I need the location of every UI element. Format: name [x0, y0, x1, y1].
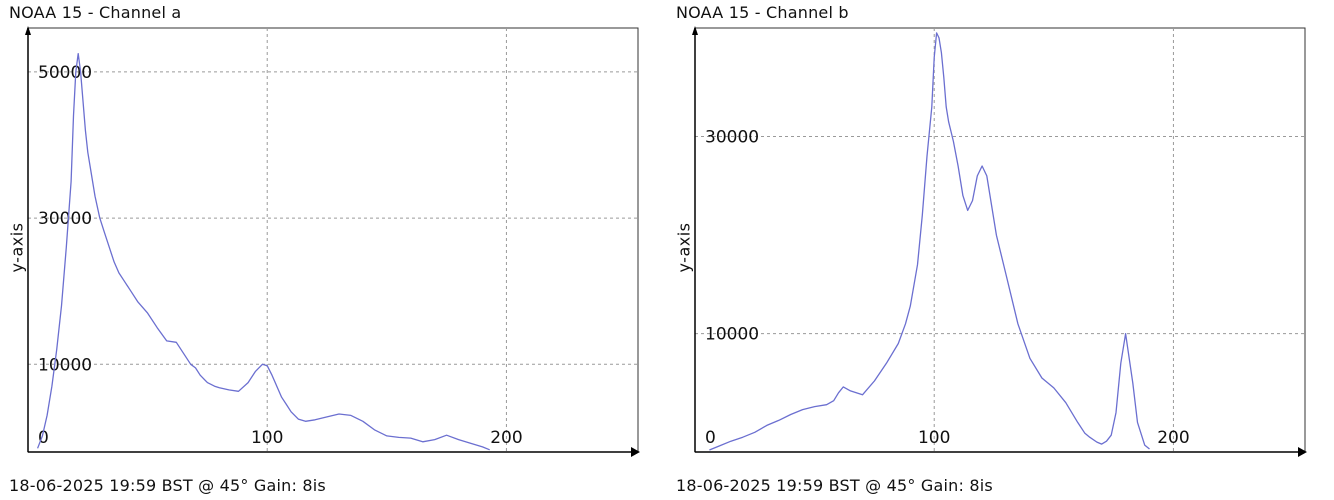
plot-area: 0 100 200 30000 10000 — [692, 26, 1307, 457]
y-tick-label: 10000 — [705, 325, 759, 345]
y-tick-label: 30000 — [38, 209, 92, 229]
plot-frame — [27, 27, 639, 453]
chart-panel-a: NOAA 15 - Channel a y-axis 0 100 200 50000 3… — [8, 3, 640, 495]
plot-frame — [694, 27, 1306, 453]
x-tick-label: 0 — [705, 428, 716, 448]
x-tick-label: 200 — [490, 428, 522, 448]
x-axis-arrow — [631, 447, 640, 457]
series-line — [36, 52, 490, 451]
y-tick-label: 10000 — [38, 355, 92, 375]
chart-title: NOAA 15 - Channel b — [676, 3, 849, 22]
y-tick-label: 50000 — [38, 63, 92, 83]
x-tick-label: 100 — [918, 428, 950, 448]
plot-area: 0 100 200 50000 30000 10000 — [25, 26, 640, 457]
y-tick-label: 30000 — [705, 127, 759, 147]
footer-status: 18-06-2025 19:59 BST @ 45° Gain: 8is — [676, 476, 993, 495]
series-line — [709, 32, 1150, 451]
x-tick-label: 0 — [38, 428, 49, 448]
x-tick-label: 100 — [251, 428, 283, 448]
x-tick-label: 200 — [1157, 428, 1189, 448]
x-axis-arrow — [1298, 447, 1307, 457]
chart-panel-b: NOAA 15 - Channel b y-axis 0 100 200 30000 1… — [667, 0, 1334, 500]
footer-status: 18-06-2025 19:59 BST @ 45° Gain: 8is — [9, 476, 326, 495]
y-axis-arrow — [25, 26, 31, 35]
chart-title: NOAA 15 - Channel a — [9, 3, 182, 22]
y-axis-arrow — [692, 26, 698, 35]
